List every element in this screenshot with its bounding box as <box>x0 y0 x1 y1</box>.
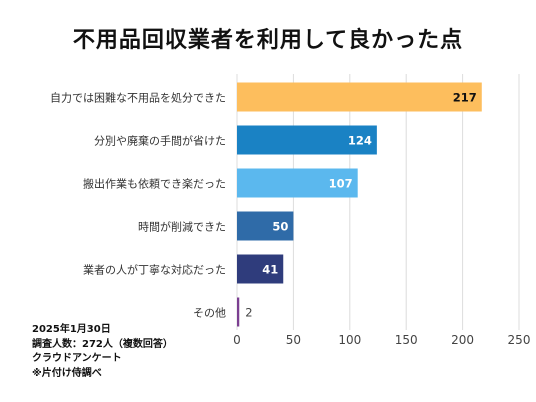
x-tick-label: 100 <box>338 333 361 347</box>
value-label: 124 <box>348 134 372 148</box>
category-label: 業者の人が丁寧な対応だった <box>83 263 226 277</box>
bar <box>237 168 358 198</box>
footnote-survey: 調査人数：272人（複数回答） <box>32 338 173 350</box>
bar <box>237 297 240 327</box>
footnote-date: 2025年1月30日 <box>32 324 111 335</box>
x-tick-label: 200 <box>451 333 474 347</box>
footnote: 2025年1月30日 調査人数：272人（複数回答） クラウドアンケート ※片付… <box>32 323 173 381</box>
x-tick-label: 150 <box>395 333 418 347</box>
footnote-source: ※片付け侍調べ <box>32 367 102 379</box>
chart-title: 不用品回収業者を利用して良かった点 <box>72 28 464 53</box>
bar <box>237 82 482 112</box>
footnote-method: クラウドアンケート <box>32 353 122 364</box>
value-label: 41 <box>262 263 278 277</box>
bar <box>237 211 294 241</box>
bar <box>237 254 284 284</box>
bar <box>237 125 377 155</box>
value-label: 107 <box>329 177 353 191</box>
value-label: 217 <box>453 91 477 105</box>
x-tick-label: 50 <box>286 333 301 347</box>
category-label: 自力では困難な不用品を処分できた <box>50 92 226 105</box>
category-label: その他 <box>193 307 226 320</box>
category-label: 搬出作業も依頼でき楽だった <box>83 177 226 191</box>
value-label: 50 <box>272 220 288 234</box>
x-tick-label: 250 <box>508 333 531 347</box>
x-tick-label: 0 <box>233 333 241 347</box>
category-label: 時間が削減できた <box>138 220 226 234</box>
category-label: 分別や廃棄の手間が省けた <box>94 134 226 148</box>
value-label: 2 <box>245 306 252 320</box>
